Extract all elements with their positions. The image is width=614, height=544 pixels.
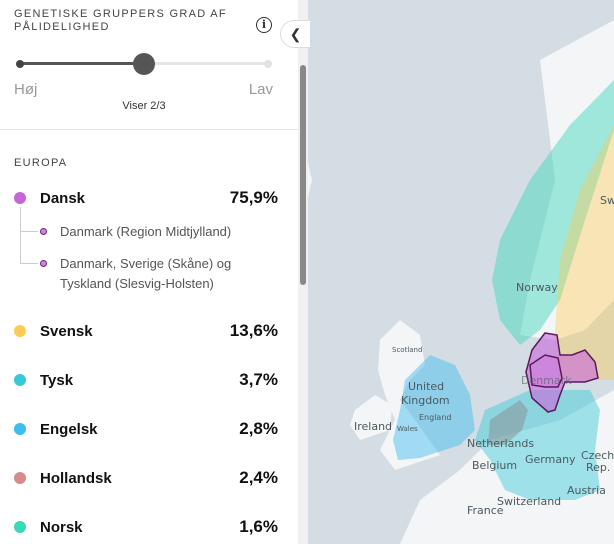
group-percent: 1,6%: [239, 517, 278, 536]
group-name: Tysk: [40, 372, 74, 389]
svg-text:Rep.: Rep.: [586, 461, 610, 474]
slider-step-1[interactable]: [16, 60, 24, 68]
ancestry-panel: GENETISKE GRUPPERS GRAD AF PÅLIDELIGHED …: [0, 0, 298, 544]
group-name: Hollandsk: [40, 470, 112, 487]
color-dot: [14, 374, 26, 386]
svg-text:Netherlands: Netherlands: [467, 437, 534, 450]
ancestry-group-engelsk[interactable]: Engelsk 2,8%: [14, 419, 278, 439]
svg-text:Austria: Austria: [567, 484, 606, 497]
map-labels: Norway Sw Scotland United Kingdom Englan…: [354, 194, 614, 517]
subregion-dot: [40, 260, 47, 267]
region-tysk[interactable]: [475, 390, 600, 500]
slider-min-label: Høj: [14, 81, 38, 98]
subregion-label: Danmark, Sverige (Skåne) og Tyskland (Sl…: [60, 256, 232, 291]
slider-step-3[interactable]: [264, 60, 272, 68]
group-percent: 75,9%: [229, 188, 278, 207]
group-name: Svensk: [40, 323, 93, 340]
group-percent: 2,8%: [239, 419, 278, 438]
chevron-left-icon: ❮: [289, 26, 302, 42]
svg-text:Wales: Wales: [397, 425, 418, 433]
ancestry-group-tysk[interactable]: Tysk 3,7%: [14, 370, 278, 390]
ancestry-group-svensk[interactable]: Svensk 13,6%: [14, 321, 278, 341]
color-dot: [14, 325, 26, 337]
tree-line: [20, 231, 38, 232]
svg-text:France: France: [467, 504, 504, 517]
svg-text:England: England: [419, 413, 451, 422]
slider-thumb[interactable]: [133, 53, 155, 75]
svg-text:Ireland: Ireland: [354, 420, 392, 433]
region-engelsk[interactable]: [393, 355, 475, 460]
region-hollandsk[interactable]: [488, 400, 528, 445]
svg-text:Germany: Germany: [525, 453, 576, 466]
subregion-label: Danmark (Region Midtjylland): [60, 224, 232, 239]
region-svensk[interactable]: [555, 125, 614, 380]
color-dot: [14, 521, 26, 533]
svg-text:Czech: Czech: [581, 449, 614, 462]
group-percent: 3,7%: [239, 370, 278, 389]
ancestry-group-norsk[interactable]: Norsk 1,6%: [14, 517, 278, 537]
ancestry-group-hollandsk[interactable]: Hollandsk 2,4%: [14, 468, 278, 488]
region-norsk[interactable]: [492, 80, 614, 345]
svg-text:Scotland: Scotland: [392, 346, 422, 354]
subregion-item[interactable]: Danmark, Sverige (Skåne) og Tyskland (Sl…: [40, 254, 262, 294]
slider-status: Viser 2/3: [122, 100, 166, 112]
map[interactable]: Norway Sw Scotland United Kingdom Englan…: [298, 0, 614, 544]
confidence-section: GENETISKE GRUPPERS GRAD AF PÅLIDELIGHED …: [0, 0, 298, 130]
slider-max-label: Lav: [248, 81, 273, 98]
color-dot: [14, 192, 26, 204]
group-percent: 2,4%: [239, 468, 278, 487]
region-dansk-midtjylland[interactable]: [529, 354, 563, 388]
info-icon[interactable]: i: [256, 17, 272, 33]
group-percent: 13,6%: [229, 321, 278, 340]
group-name: Engelsk: [40, 421, 98, 438]
confidence-title: GENETISKE GRUPPERS GRAD AF PÅLIDELIGHED: [14, 8, 227, 33]
subregion-dot: [40, 228, 47, 235]
svg-text:Norway: Norway: [516, 281, 558, 294]
land: [305, 20, 614, 544]
scrollbar-thumb[interactable]: [300, 65, 306, 285]
group-name: Dansk: [40, 190, 86, 207]
subregion-item[interactable]: Danmark (Region Midtjylland): [40, 222, 262, 242]
svg-text:Switzerland: Switzerland: [497, 495, 561, 508]
svg-text:Belgium: Belgium: [472, 459, 517, 472]
tree-line: [20, 207, 38, 264]
group-name: Norsk: [40, 519, 83, 536]
svg-text:Kingdom: Kingdom: [401, 394, 450, 407]
svg-text:Sw: Sw: [600, 194, 614, 207]
map-canvas[interactable]: Norway Sw Scotland United Kingdom Englan…: [298, 0, 614, 544]
color-dot: [14, 423, 26, 435]
collapse-panel-button[interactable]: ❮: [280, 20, 310, 48]
svg-text:Denmark: Denmark: [521, 374, 572, 387]
region-heading: EUROPA: [14, 157, 68, 169]
ancestry-group-dansk[interactable]: Dansk 75,9%: [14, 188, 278, 208]
color-dot: [14, 472, 26, 484]
svg-text:United: United: [408, 380, 444, 393]
region-dansk[interactable]: [525, 332, 599, 413]
